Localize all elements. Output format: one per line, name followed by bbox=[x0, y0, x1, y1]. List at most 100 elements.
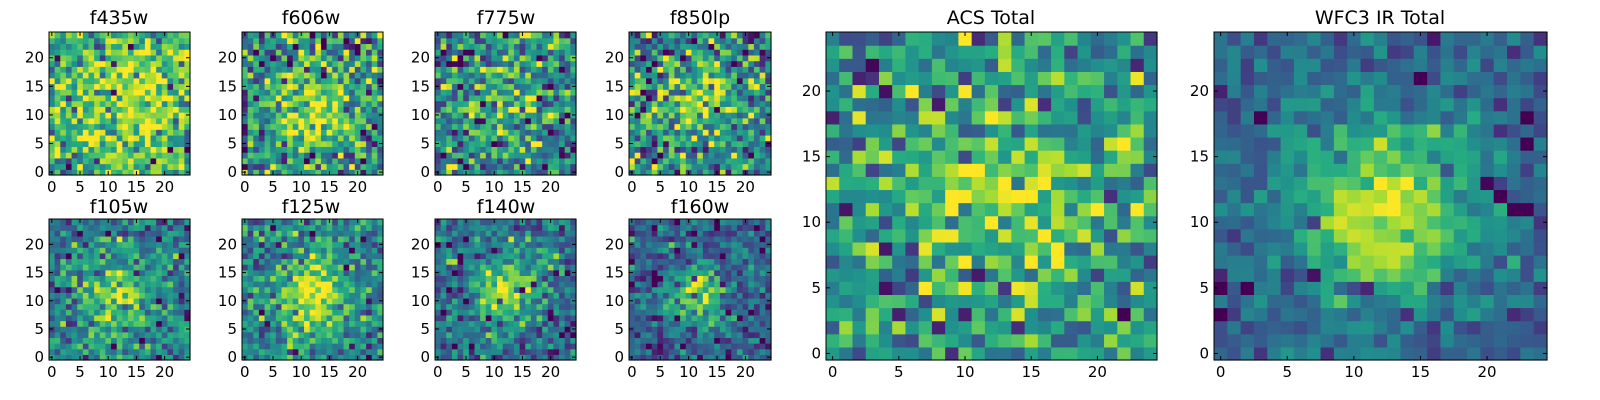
pixel-cell bbox=[82, 309, 90, 316]
pixel-cell bbox=[173, 252, 180, 260]
pixel-cell bbox=[144, 94, 152, 102]
pixel-cell bbox=[287, 77, 294, 85]
pixel-cell bbox=[657, 54, 664, 62]
pixel-cell bbox=[127, 117, 135, 125]
pixel-cell bbox=[326, 348, 333, 355]
pixel-cell bbox=[82, 326, 90, 333]
pixel-cell bbox=[640, 337, 647, 344]
pixel-cell bbox=[320, 32, 328, 39]
pixel-cell bbox=[349, 252, 356, 260]
pixel-cell bbox=[161, 252, 169, 260]
pixel-cell bbox=[530, 303, 538, 310]
pixel-cell bbox=[71, 157, 78, 165]
pixel-cell bbox=[156, 157, 163, 165]
pixel-cell bbox=[60, 43, 67, 50]
pixel-cell bbox=[332, 37, 339, 45]
pixel-cell bbox=[71, 83, 78, 90]
y-tick-label: 20 bbox=[411, 235, 430, 253]
pixel-cell bbox=[685, 72, 693, 79]
pixel-cell bbox=[553, 269, 560, 276]
pixel-cell bbox=[697, 169, 704, 176]
pixel-cell bbox=[139, 100, 146, 107]
pixel-cell bbox=[82, 83, 90, 90]
pixel-cell bbox=[474, 32, 481, 39]
pixel-cell bbox=[536, 37, 543, 45]
pixel-cell bbox=[657, 140, 664, 147]
pixel-cell bbox=[765, 348, 772, 355]
pixel-cell bbox=[77, 309, 84, 316]
pixel-cell bbox=[491, 37, 498, 45]
pixel-cell bbox=[77, 72, 84, 79]
pixel-cell bbox=[634, 354, 641, 361]
pixel-cell bbox=[354, 72, 362, 79]
pixel-cell bbox=[371, 292, 378, 299]
pixel-cell bbox=[354, 297, 362, 305]
pixel-cell bbox=[343, 169, 350, 176]
pixel-cell bbox=[343, 83, 350, 90]
pixel-cell bbox=[326, 281, 333, 288]
pixel-cell bbox=[564, 123, 571, 130]
pixel-cell bbox=[309, 331, 316, 339]
pixel-cell bbox=[663, 100, 670, 107]
pixel-cell bbox=[435, 314, 442, 322]
pixel-cell bbox=[474, 163, 481, 170]
pixel-cell bbox=[765, 94, 772, 102]
pixel-cell bbox=[292, 297, 299, 305]
pixel-cell bbox=[536, 309, 543, 316]
pixel-cell bbox=[65, 89, 73, 96]
pixel-cell bbox=[570, 163, 577, 170]
pixel-cell bbox=[320, 354, 328, 361]
pixel-cell bbox=[371, 343, 378, 350]
pixel-cell bbox=[309, 309, 316, 316]
pixel-cell bbox=[320, 281, 328, 288]
pixel-cell bbox=[354, 117, 362, 125]
pixel-cell bbox=[133, 134, 140, 142]
pixel-cell bbox=[116, 72, 123, 79]
pixel-cell bbox=[513, 297, 521, 305]
pixel-cell bbox=[371, 72, 378, 79]
pixel-cell bbox=[247, 72, 254, 79]
pixel-cell bbox=[253, 230, 260, 237]
pixel-cell bbox=[371, 106, 378, 113]
pixel-cell bbox=[167, 292, 174, 299]
pixel-cell bbox=[139, 275, 146, 282]
pixel-cell bbox=[127, 146, 135, 153]
pixel-cell bbox=[525, 140, 532, 147]
pixel-cell bbox=[116, 60, 123, 67]
pixel-cell bbox=[714, 331, 721, 339]
pixel-cell bbox=[497, 326, 504, 333]
pixel-cell bbox=[463, 331, 470, 339]
pixel-cell bbox=[167, 247, 174, 254]
pixel-cell bbox=[553, 163, 560, 170]
pixel-cell bbox=[354, 275, 362, 282]
pixel-cell bbox=[451, 163, 459, 170]
pixel-cell bbox=[360, 134, 367, 142]
pixel-cell bbox=[337, 230, 345, 237]
pixel-cell bbox=[116, 134, 123, 142]
pixel-cell bbox=[253, 219, 260, 226]
pixel-cell bbox=[88, 241, 95, 248]
pixel-cell bbox=[657, 89, 664, 96]
pixel-cell bbox=[60, 314, 67, 322]
pixel-cell bbox=[474, 112, 481, 119]
pixel-cell bbox=[685, 303, 693, 310]
pixel-cell bbox=[440, 348, 447, 355]
pixel-cell bbox=[111, 252, 118, 260]
pixel-cell bbox=[530, 264, 538, 271]
pixel-cell bbox=[253, 326, 260, 333]
pixel-cell bbox=[253, 100, 260, 107]
pixel-cell bbox=[54, 66, 61, 73]
pixel-cell bbox=[270, 241, 277, 248]
pixel-cell bbox=[71, 152, 78, 159]
pixel-cell bbox=[281, 146, 288, 153]
pixel-cell bbox=[714, 134, 721, 142]
pixel-cell bbox=[685, 320, 693, 327]
pixel-cell bbox=[491, 152, 498, 159]
pixel-cell bbox=[731, 72, 738, 79]
pixel-cell bbox=[371, 264, 378, 271]
pixel-cell bbox=[99, 331, 106, 339]
pixel-cell bbox=[315, 77, 322, 85]
pixel-cell bbox=[150, 258, 157, 265]
pixel-cell bbox=[320, 219, 328, 226]
pixel-cell bbox=[54, 60, 61, 67]
